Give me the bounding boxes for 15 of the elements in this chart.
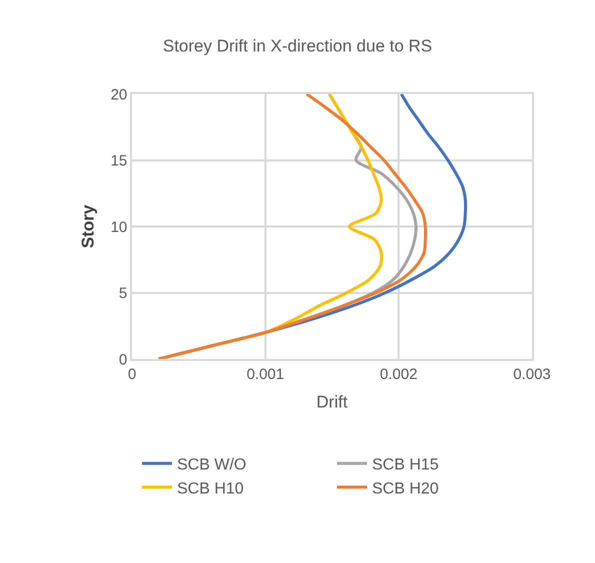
x-axis-title: Drift bbox=[316, 392, 348, 412]
y-tick-label: 5 bbox=[118, 285, 128, 302]
legend-label: SCB H20 bbox=[372, 480, 439, 498]
y-axis-title: Story bbox=[78, 204, 98, 248]
y-tick-label: 10 bbox=[110, 218, 128, 236]
y-tick-label: 15 bbox=[110, 152, 128, 170]
legend-label: SCB H15 bbox=[372, 456, 439, 474]
x-tick-label: 0.003 bbox=[513, 366, 551, 383]
y-tick-label: 20 bbox=[110, 86, 128, 104]
x-tick-label: 0.001 bbox=[246, 366, 284, 383]
x-tick-label: 0.002 bbox=[380, 366, 418, 383]
legend-label: SCB H10 bbox=[177, 480, 244, 498]
legend-label: SCB W/O bbox=[177, 456, 246, 474]
y-tick-label: 0 bbox=[118, 351, 128, 368]
chart-title: Storey Drift in X-direction due to RS bbox=[162, 36, 432, 56]
